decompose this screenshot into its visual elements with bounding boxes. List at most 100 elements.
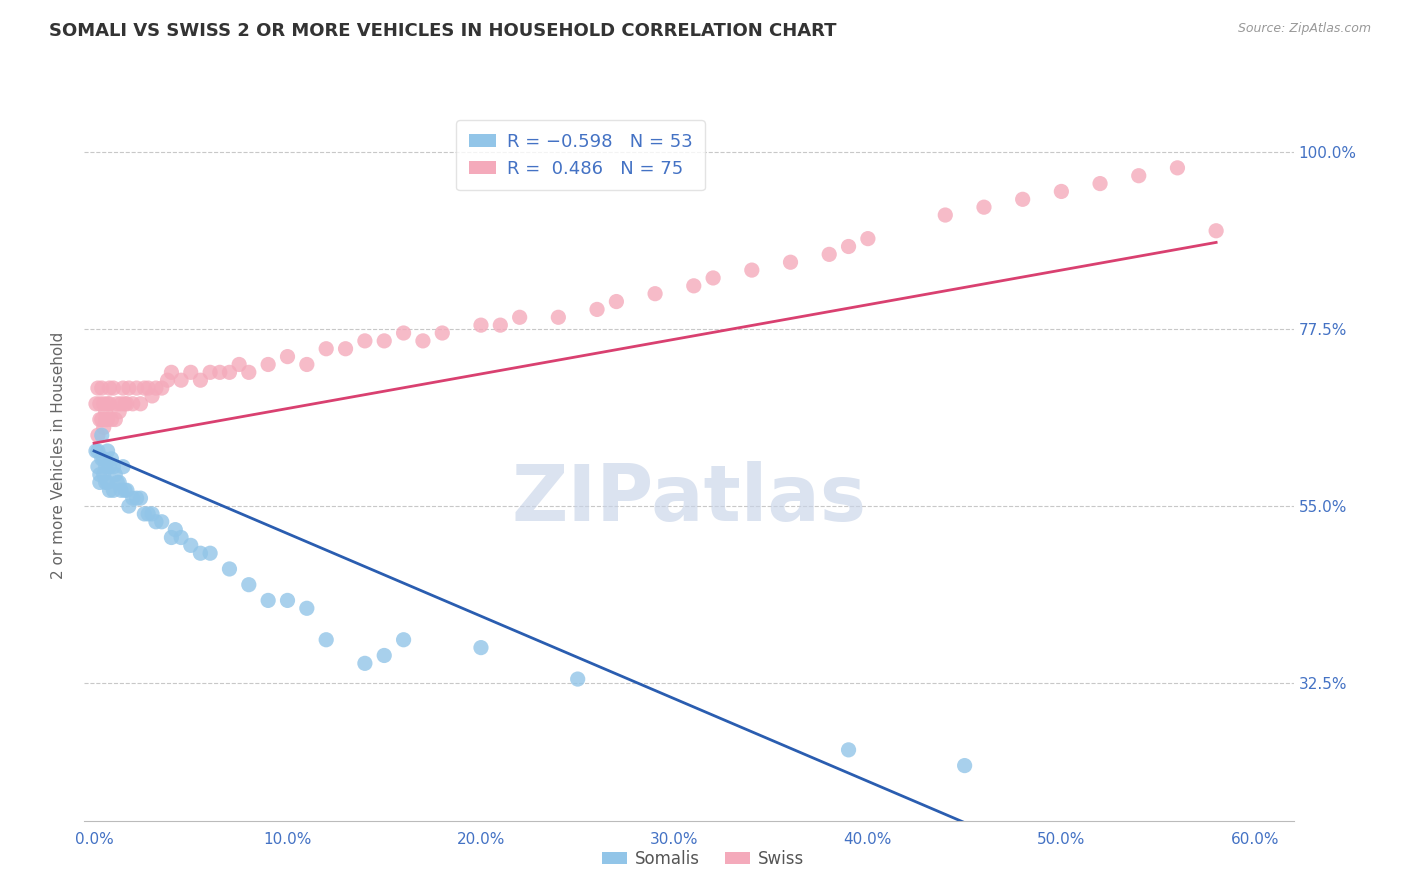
Point: [432, 326, 454, 340]
Point: [567, 672, 589, 686]
Point: [973, 200, 995, 214]
Point: [136, 507, 159, 521]
Point: [93, 420, 115, 434]
Point: [103, 483, 125, 498]
Point: [103, 381, 125, 395]
Point: [373, 648, 395, 663]
Point: [470, 640, 492, 655]
Point: [295, 601, 318, 615]
Point: [276, 593, 298, 607]
Point: [953, 758, 976, 772]
Point: [198, 365, 221, 379]
Point: [108, 475, 131, 490]
Point: [160, 365, 183, 379]
Point: [98, 381, 121, 395]
Point: [150, 515, 173, 529]
Point: [470, 318, 492, 333]
Point: [315, 632, 337, 647]
Point: [94, 405, 117, 419]
Point: [114, 397, 136, 411]
Point: [170, 373, 193, 387]
Point: [586, 302, 609, 317]
Point: [644, 286, 666, 301]
Point: [90, 451, 112, 466]
Point: [89, 475, 111, 490]
Point: [129, 491, 152, 505]
Point: [121, 397, 143, 411]
Point: [190, 373, 212, 387]
Point: [335, 342, 357, 356]
Point: [1205, 224, 1227, 238]
Point: [156, 373, 179, 387]
Point: [98, 459, 121, 474]
Point: [112, 381, 135, 395]
Point: [160, 531, 183, 545]
Point: [856, 232, 879, 246]
Point: [89, 467, 111, 482]
Text: ZIPatlas: ZIPatlas: [512, 461, 866, 537]
Point: [315, 342, 337, 356]
Point: [97, 444, 120, 458]
Point: [100, 412, 122, 426]
Point: [97, 412, 120, 426]
Point: [170, 531, 193, 545]
Point: [110, 483, 132, 498]
Point: [1050, 185, 1073, 199]
Point: [114, 483, 136, 498]
Point: [93, 451, 115, 466]
Legend: Somalis, Swiss: Somalis, Swiss: [595, 844, 811, 875]
Text: Source: ZipAtlas.com: Source: ZipAtlas.com: [1237, 22, 1371, 36]
Point: [97, 475, 120, 490]
Point: [605, 294, 627, 309]
Point: [373, 334, 395, 348]
Point: [180, 365, 202, 379]
Point: [354, 334, 377, 348]
Point: [105, 397, 128, 411]
Point: [934, 208, 956, 222]
Point: [489, 318, 512, 333]
Point: [90, 381, 112, 395]
Point: [97, 397, 120, 411]
Point: [121, 491, 143, 505]
Point: [90, 412, 112, 426]
Point: [741, 263, 763, 277]
Point: [208, 365, 231, 379]
Point: [1166, 161, 1188, 175]
Point: [295, 358, 318, 372]
Point: [392, 326, 415, 340]
Point: [125, 381, 148, 395]
Point: [104, 467, 127, 482]
Point: [118, 499, 141, 513]
Point: [89, 412, 111, 426]
Point: [129, 397, 152, 411]
Point: [105, 475, 128, 490]
Point: [180, 538, 202, 552]
Legend: R = −0.598   N = 53, R =  0.486   N = 75: R = −0.598 N = 53, R = 0.486 N = 75: [456, 120, 704, 191]
Point: [779, 255, 801, 269]
Point: [702, 271, 724, 285]
Point: [87, 444, 110, 458]
Point: [103, 459, 125, 474]
Point: [150, 381, 173, 395]
Point: [838, 239, 860, 253]
Point: [238, 577, 260, 591]
Point: [1128, 169, 1150, 183]
Point: [112, 459, 135, 474]
Point: [141, 389, 163, 403]
Point: [257, 593, 280, 607]
Y-axis label: 2 or more Vehicles in Household: 2 or more Vehicles in Household: [51, 331, 66, 579]
Point: [228, 358, 250, 372]
Point: [110, 397, 132, 411]
Point: [84, 444, 107, 458]
Point: [838, 743, 860, 757]
Point: [1088, 177, 1111, 191]
Point: [141, 507, 163, 521]
Point: [115, 483, 138, 498]
Point: [257, 358, 280, 372]
Point: [115, 397, 138, 411]
Point: [93, 467, 115, 482]
Point: [198, 546, 221, 560]
Point: [145, 515, 167, 529]
Point: [682, 278, 704, 293]
Point: [354, 657, 377, 671]
